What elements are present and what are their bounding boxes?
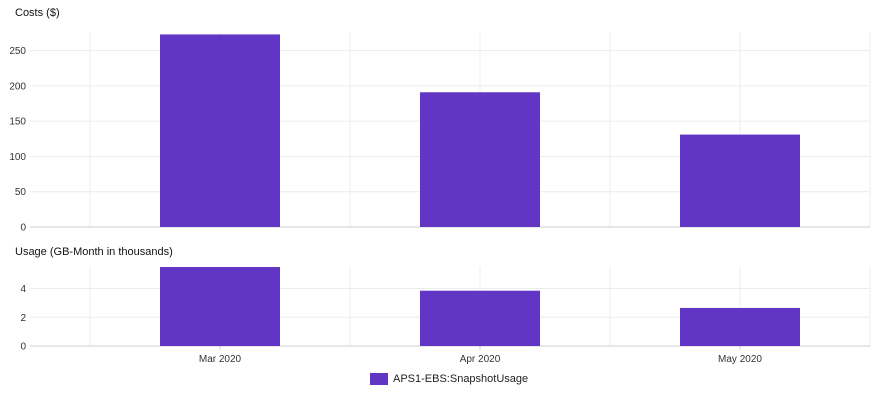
y-tick-label: 0 <box>20 342 26 353</box>
bar-may-2020[interactable] <box>680 134 800 227</box>
bar-may-2020[interactable] <box>680 307 800 346</box>
bar-apr-2020[interactable] <box>420 290 540 346</box>
x-tick-label: Apr 2020 <box>460 354 501 365</box>
legend[interactable]: APS1-EBS:SnapshotUsage <box>370 373 528 385</box>
legend-label: APS1-EBS:SnapshotUsage <box>393 373 529 385</box>
y-tick-label: 50 <box>15 187 27 198</box>
bar-mar-2020[interactable] <box>160 34 280 228</box>
y-tick-label: 250 <box>9 46 26 57</box>
y-tick-label: 4 <box>20 284 26 295</box>
bar-apr-2020[interactable] <box>420 92 540 227</box>
y-tick-label: 0 <box>20 223 26 234</box>
x-tick-label: Mar 2020 <box>199 354 242 365</box>
y-tick-label: 200 <box>9 81 26 92</box>
y-tick-label: 2 <box>20 313 26 324</box>
y-tick-label: 100 <box>9 152 26 163</box>
legend-swatch <box>370 373 388 385</box>
usage-chart-title: Usage (GB-Month in thousands) <box>15 246 173 258</box>
bar-mar-2020[interactable] <box>160 267 280 346</box>
x-tick-label: May 2020 <box>718 354 762 365</box>
y-tick-label: 150 <box>9 117 26 128</box>
costs-chart-title: Costs ($) <box>15 7 60 19</box>
